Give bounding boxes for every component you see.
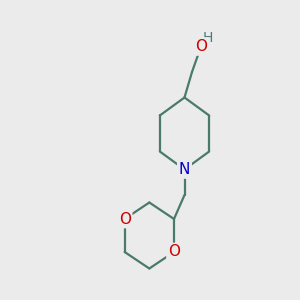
Text: O: O bbox=[118, 212, 130, 226]
Text: O: O bbox=[195, 39, 207, 54]
Text: N: N bbox=[179, 162, 190, 177]
Text: O: O bbox=[168, 244, 180, 260]
Text: H: H bbox=[202, 31, 213, 45]
